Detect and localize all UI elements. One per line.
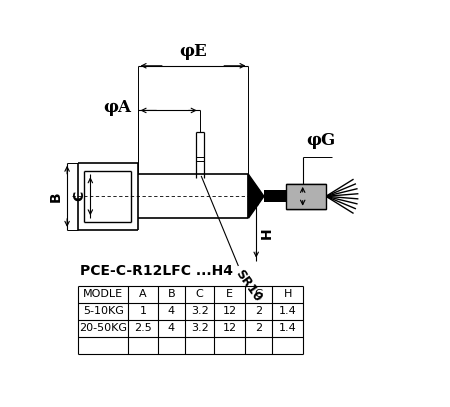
Text: H: H bbox=[260, 227, 274, 239]
Text: A: A bbox=[139, 289, 147, 300]
Text: 4: 4 bbox=[168, 306, 175, 316]
Text: φG: φG bbox=[306, 132, 335, 149]
Text: 2: 2 bbox=[255, 323, 262, 333]
Bar bbox=[286, 184, 326, 209]
Polygon shape bbox=[248, 174, 264, 218]
Text: 4: 4 bbox=[168, 323, 175, 333]
Text: φE: φE bbox=[179, 44, 207, 60]
Text: B: B bbox=[167, 289, 175, 300]
Text: SR10: SR10 bbox=[232, 267, 264, 304]
Text: φA: φA bbox=[104, 99, 131, 116]
Bar bbox=[264, 190, 286, 202]
Text: PCE-C-R12LFC ...H4: PCE-C-R12LFC ...H4 bbox=[80, 264, 233, 278]
Text: H: H bbox=[284, 289, 292, 300]
Text: C: C bbox=[72, 191, 86, 201]
Text: 1.4: 1.4 bbox=[279, 323, 297, 333]
Text: 20-50KG: 20-50KG bbox=[79, 323, 127, 333]
Text: 2: 2 bbox=[255, 306, 262, 316]
Text: 12: 12 bbox=[223, 306, 237, 316]
Text: 3.2: 3.2 bbox=[191, 323, 208, 333]
Text: C: C bbox=[196, 289, 203, 300]
Text: B: B bbox=[49, 191, 63, 201]
Text: 5-10KG: 5-10KG bbox=[83, 306, 124, 316]
Text: G: G bbox=[255, 289, 263, 300]
Text: 1.4: 1.4 bbox=[279, 306, 297, 316]
Text: E: E bbox=[226, 289, 234, 300]
Text: 12: 12 bbox=[223, 323, 237, 333]
Text: 2.5: 2.5 bbox=[134, 323, 152, 333]
Text: 1: 1 bbox=[140, 306, 147, 316]
Text: 3.2: 3.2 bbox=[191, 306, 208, 316]
Text: MODLE: MODLE bbox=[83, 289, 123, 300]
